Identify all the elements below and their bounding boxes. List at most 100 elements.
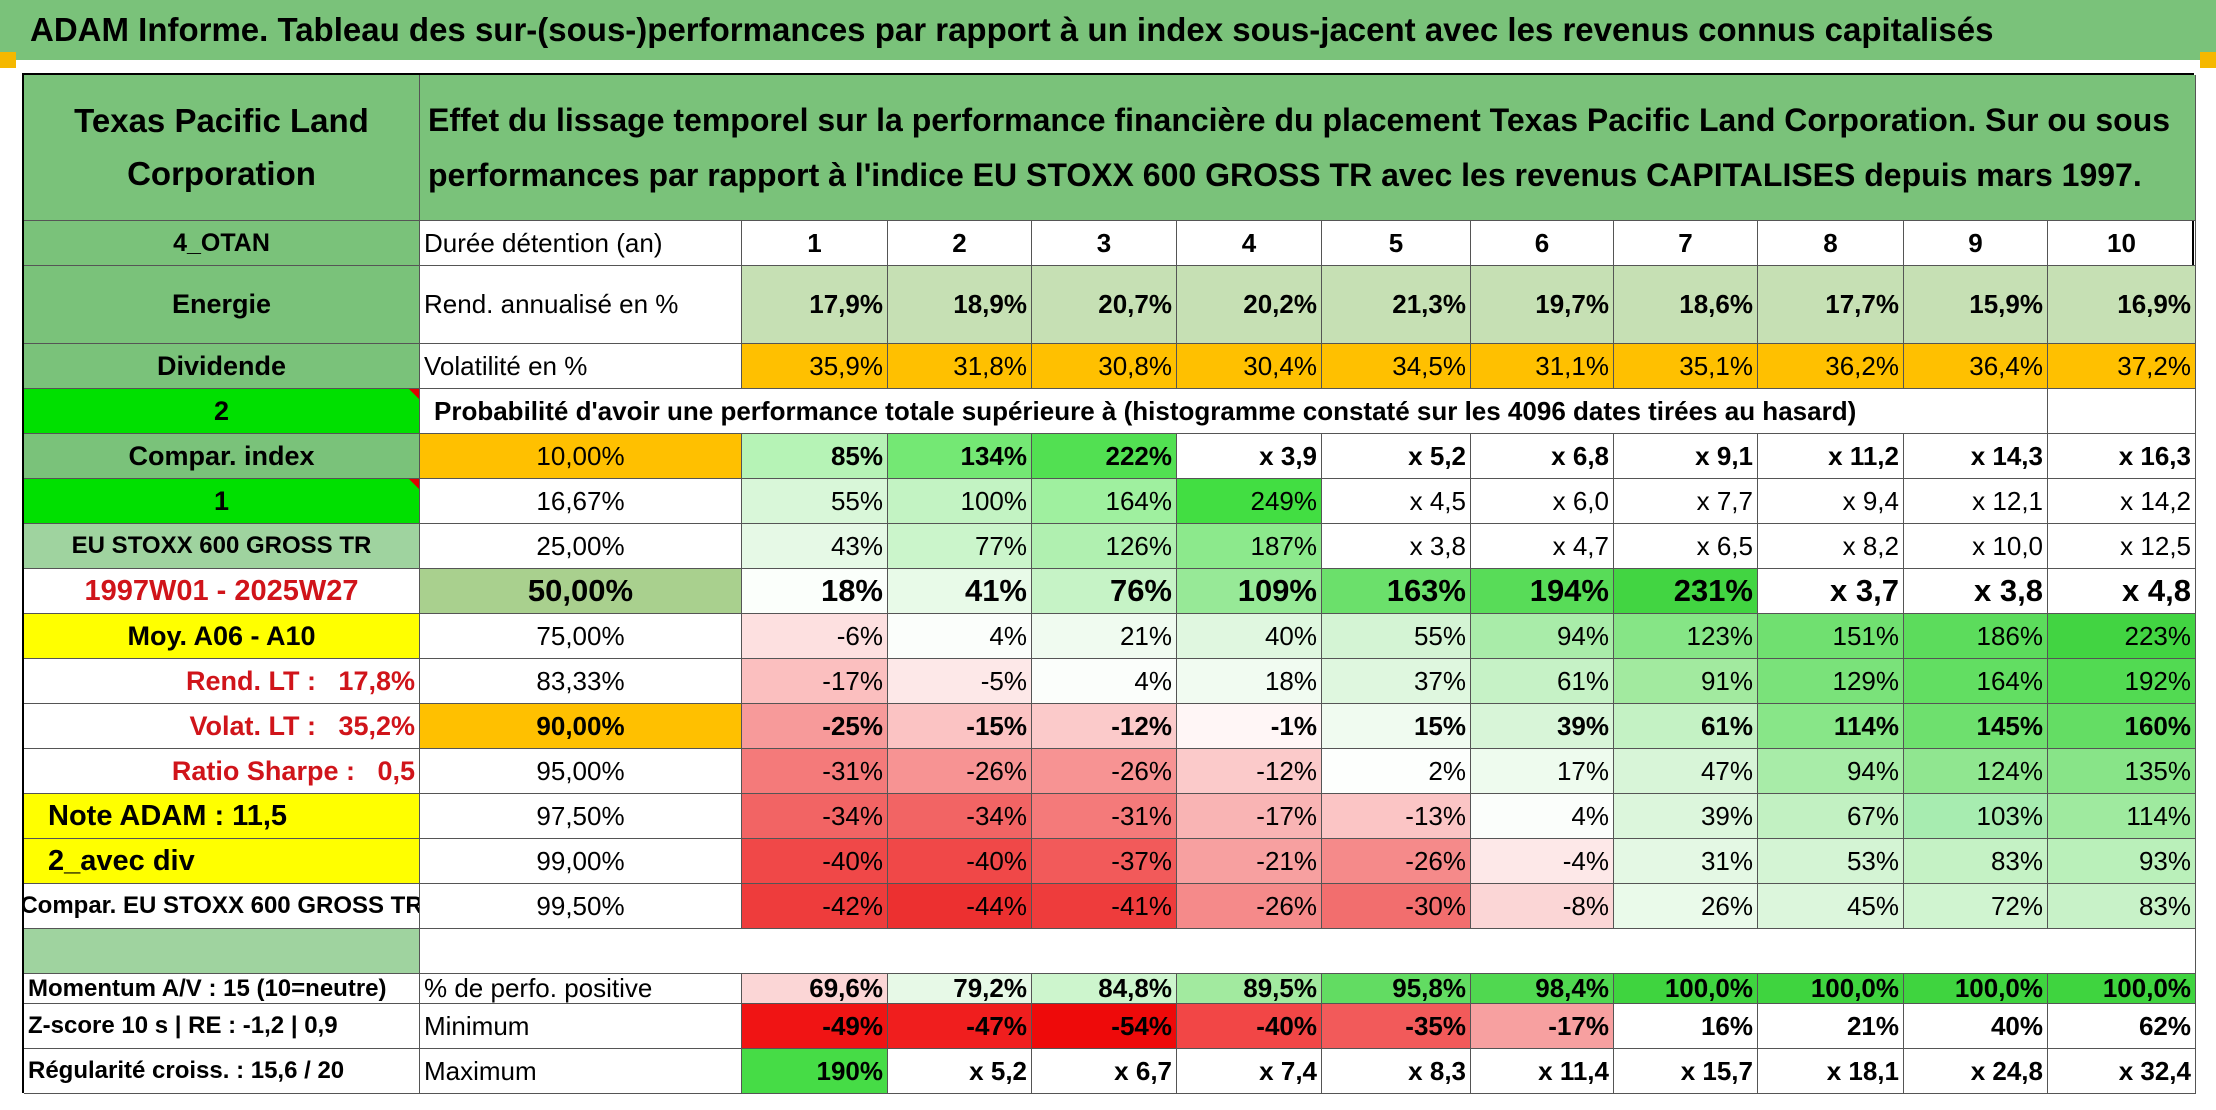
quantile-cell: 18% (742, 569, 888, 614)
quantile-cell: 17% (1471, 749, 1614, 794)
quantile-cell: -15% (888, 704, 1032, 749)
quantile-cell: 55% (742, 479, 888, 524)
quantile-cell: x 6,0 (1471, 479, 1614, 524)
company-name: Texas Pacific Land Corporation (24, 75, 420, 221)
empty-cell (2048, 389, 2196, 434)
return-cell: 18,6% (1614, 266, 1758, 344)
return-cell: 19,7% (1471, 266, 1614, 344)
left-label-period: 1997W01 - 2025W27 (24, 569, 420, 614)
maximum-cell: x 32,4 (2048, 1049, 2196, 1094)
quantile-cell: 41% (888, 569, 1032, 614)
volatility-cell: 36,4% (1904, 344, 2048, 389)
minimum-cell: -40% (1177, 1004, 1322, 1049)
quantile-cell: -31% (1032, 794, 1177, 839)
minimum-cell: -54% (1032, 1004, 1177, 1049)
quantile-cell: 187% (1177, 524, 1322, 569)
quantile-cell: x 14,3 (1904, 434, 2048, 479)
quantile-cell: -34% (888, 794, 1032, 839)
quantile-cell: x 12,1 (1904, 479, 2048, 524)
quantile-cell: 163% (1322, 569, 1471, 614)
quantile-cell: 72% (1904, 884, 2048, 929)
quantile-level: 83,33% (420, 659, 742, 704)
quantile-cell: 37% (1322, 659, 1471, 704)
return-cell: 20,2% (1177, 266, 1322, 344)
quantile-cell: 145% (1904, 704, 2048, 749)
volatility-cell: 34,5% (1322, 344, 1471, 389)
quantile-cell: -41% (1032, 884, 1177, 929)
quantile-level: 50,00% (420, 569, 742, 614)
year-header: 4 (1177, 221, 1322, 266)
maximum-cell: x 5,2 (888, 1049, 1032, 1094)
quantile-cell: 67% (1758, 794, 1904, 839)
quantile-cell: 223% (2048, 614, 2196, 659)
volatility-cell: 30,8% (1032, 344, 1177, 389)
quantile-cell: 160% (2048, 704, 2196, 749)
quantile-cell: 45% (1758, 884, 1904, 929)
quantile-cell: x 12,5 (2048, 524, 2196, 569)
quantile-level: 10,00% (420, 434, 742, 479)
maximum-cell: x 6,7 (1032, 1049, 1177, 1094)
year-header: 3 (1032, 221, 1177, 266)
maximum-cell: x 24,8 (1904, 1049, 2048, 1094)
left-label-sector: Energie (24, 266, 420, 344)
quantile-cell: -21% (1177, 839, 1322, 884)
quantile-cell: 126% (1032, 524, 1177, 569)
volatility-cell: 30,4% (1177, 344, 1322, 389)
left-label-dividend: Dividende (24, 344, 420, 389)
quantile-level: 99,00% (420, 839, 742, 884)
left-label-theme: 4_OTAN (24, 221, 420, 266)
year-header: 2 (888, 221, 1032, 266)
report-title: ADAM Informe. Tableau des sur-(sous-)per… (0, 0, 2216, 60)
volatility-cell: 37,2% (2048, 344, 2196, 389)
quantile-cell: 40% (1177, 614, 1322, 659)
quantile-cell: 231% (1614, 569, 1758, 614)
quantile-cell: 4% (888, 614, 1032, 659)
quantile-cell: -6% (742, 614, 888, 659)
quantile-level: 95,00% (420, 749, 742, 794)
quantile-cell: 31% (1614, 839, 1758, 884)
year-header: 9 (1904, 221, 2048, 266)
row-label-maximum: Maximum (420, 1049, 742, 1094)
quantile-cell: x 16,3 (2048, 434, 2196, 479)
quantile-cell: 94% (1758, 749, 1904, 794)
quantile-cell: 114% (1758, 704, 1904, 749)
volatility-cell: 31,8% (888, 344, 1032, 389)
return-cell: 17,7% (1758, 266, 1904, 344)
positive-cell: 84,8% (1032, 974, 1177, 1004)
return-cell: 16,9% (2048, 266, 2196, 344)
quantile-cell: 2% (1322, 749, 1471, 794)
quantile-level: 90,00% (420, 704, 742, 749)
left-label-long-term-volatility: Volat. LT : 35,2% (24, 704, 420, 749)
quantile-cell: 53% (1758, 839, 1904, 884)
quantile-cell: 103% (1904, 794, 2048, 839)
quantile-cell: -13% (1322, 794, 1471, 839)
year-header: 10 (2048, 221, 2196, 266)
row-label-duration: Durée détention (an) (420, 221, 742, 266)
minimum-cell: 16% (1614, 1004, 1758, 1049)
left-label-index-name: EU STOXX 600 GROSS TR (24, 524, 420, 569)
quantile-cell: x 5,2 (1322, 434, 1471, 479)
quantile-cell: -30% (1322, 884, 1471, 929)
quantile-cell: x 9,1 (1614, 434, 1758, 479)
left-label-adam-note: Note ADAM : 11,5 (24, 794, 420, 839)
positive-cell: 100,0% (1904, 974, 2048, 1004)
minimum-cell: -49% (742, 1004, 888, 1049)
quantile-cell: -40% (888, 839, 1032, 884)
volatility-cell: 35,1% (1614, 344, 1758, 389)
maximum-cell: x 11,4 (1471, 1049, 1614, 1094)
quantile-cell: 124% (1904, 749, 2048, 794)
quantile-cell: x 7,7 (1614, 479, 1758, 524)
quantile-cell: 91% (1614, 659, 1758, 704)
quantile-cell: x 6,8 (1471, 434, 1614, 479)
quantile-cell: 151% (1758, 614, 1904, 659)
return-cell: 18,9% (888, 266, 1032, 344)
year-header: 5 (1322, 221, 1471, 266)
spacer-cell (420, 929, 2196, 974)
return-cell: 20,7% (1032, 266, 1177, 344)
quantile-cell: -26% (888, 749, 1032, 794)
quantile-cell: 83% (2048, 884, 2196, 929)
left-label-long-term-return: Rend. LT : 17,8% (24, 659, 420, 704)
quantile-cell: -34% (742, 794, 888, 839)
table-description: Effet du lissage temporel sur la perform… (420, 75, 2196, 221)
positive-cell: 95,8% (1322, 974, 1471, 1004)
